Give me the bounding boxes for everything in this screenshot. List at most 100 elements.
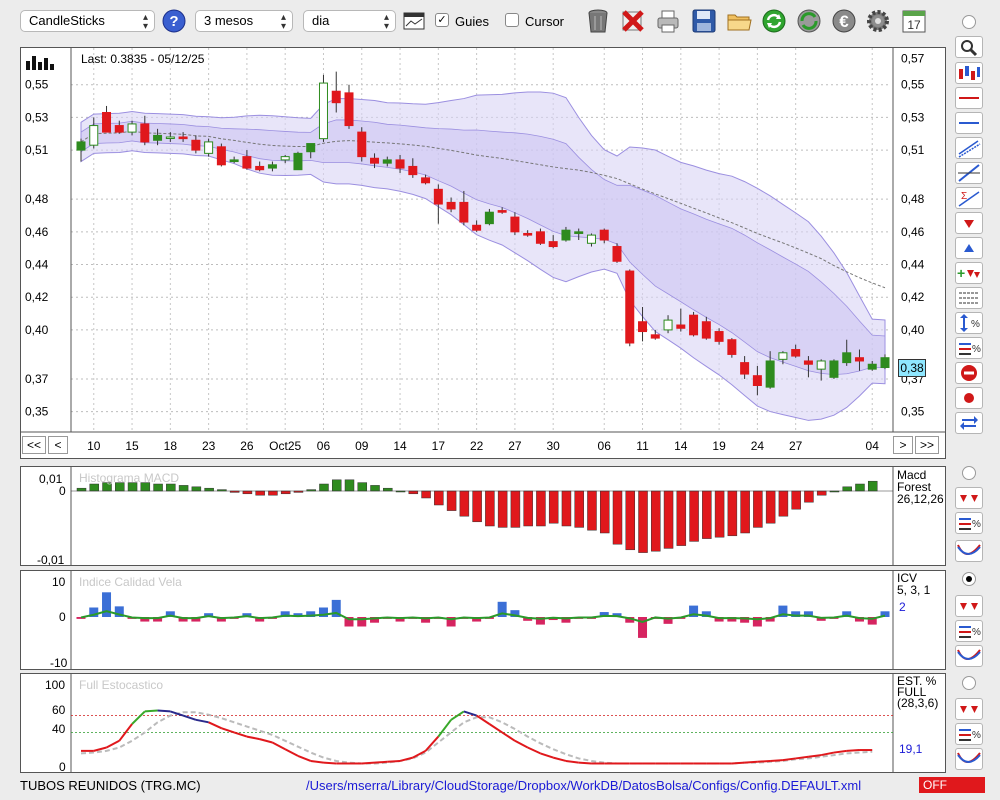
channel-icon[interactable]: [955, 137, 983, 159]
icv-bar: [497, 601, 507, 617]
cursor-checkbox[interactable]: [505, 13, 519, 27]
trash-icon[interactable]: [585, 8, 611, 34]
icv-bar: [880, 611, 890, 617]
macd-bar: [867, 480, 878, 492]
moving-average-line: [80, 130, 886, 289]
candles-style-icon[interactable]: [955, 62, 983, 84]
horizontal-red-line-icon[interactable]: [955, 87, 983, 109]
icv-bar: [153, 617, 163, 622]
icv-bar: [854, 617, 864, 622]
macd-move-icon[interactable]: [955, 487, 983, 509]
chart-window-icon[interactable]: [403, 12, 425, 30]
svg-text:+: +: [957, 265, 965, 281]
date-tick: 18: [164, 439, 178, 453]
grid-lines-icon[interactable]: [955, 287, 983, 309]
help-icon[interactable]: ?: [162, 9, 186, 33]
icv-label: ICV: [897, 571, 918, 585]
lines-percent-icon[interactable]: %: [955, 337, 983, 359]
svg-text:€: €: [839, 12, 849, 31]
date-tick: 27: [789, 439, 803, 453]
printer-icon[interactable]: [655, 8, 681, 34]
candle-body: [867, 363, 877, 370]
macd-bar: [268, 490, 278, 496]
nav-next-button[interactable]: >: [893, 436, 913, 454]
stochastic-chart[interactable]: [21, 674, 945, 772]
config-path-link[interactable]: /Users/mserra/Library/CloudStorage/Dropb…: [306, 778, 862, 793]
price-tick-left: 0,42: [25, 290, 49, 304]
cursor-label: Cursor: [525, 14, 565, 29]
period-select[interactable]: 3 mesos ▴ ▾: [195, 10, 293, 32]
nav-prev-button[interactable]: <: [48, 436, 68, 454]
guides-checkbox[interactable]: ✓: [435, 13, 449, 27]
period-value: 3 mesos: [204, 13, 254, 28]
interval-select[interactable]: dia ▴ ▾: [303, 10, 396, 32]
candle-body: [76, 141, 86, 151]
icv-chart[interactable]: [21, 571, 945, 669]
icv-curve-icon[interactable]: [955, 645, 983, 667]
candle-body: [574, 231, 584, 234]
fibonacci-icon[interactable]: Σ: [955, 187, 983, 209]
main-chart-panel: 0,55 0,53 0,51 0,48 0,46 0,44 0,42 0,40 0,37 0,35…: [20, 47, 946, 459]
refresh-icon[interactable]: [761, 8, 787, 34]
percent-scale-icon[interactable]: %: [955, 312, 983, 334]
candle-body: [191, 139, 201, 151]
icv-bar: [280, 611, 290, 617]
status-off-badge[interactable]: OFF: [919, 777, 985, 793]
macd-label: Macd: [897, 468, 927, 482]
stochastic-radio[interactable]: [962, 676, 976, 690]
save-icon[interactable]: [691, 8, 717, 34]
price-tick-left: 0,51: [25, 143, 49, 157]
euro-icon[interactable]: €: [831, 8, 857, 34]
macd-bar: [587, 490, 597, 531]
macd-radio[interactable]: [962, 466, 976, 480]
stoch-curve-icon[interactable]: [955, 748, 983, 770]
arrow-down-icon[interactable]: [955, 212, 983, 234]
stop-icon[interactable]: [955, 362, 983, 384]
price-chart[interactable]: 0,55 0,53 0,51 0,48 0,46 0,44 0,42 0,40 0,37 0,35…: [21, 48, 945, 458]
add-indicator-icon[interactable]: +: [955, 262, 983, 284]
macd-params-mode: Forest: [897, 480, 932, 494]
delete-chart-icon[interactable]: [620, 8, 646, 34]
trendline-icon[interactable]: [955, 162, 983, 184]
stoch-main-segment: [246, 735, 260, 741]
nav-last-button[interactable]: >>: [915, 436, 939, 454]
candle-body: [459, 201, 469, 223]
stoch-params: (28,3,6): [897, 696, 939, 710]
last-price-label: Last: 0.3835 - 05/12/25: [81, 52, 205, 66]
open-folder-icon[interactable]: [726, 8, 752, 34]
icv-bar: [344, 617, 354, 627]
record-icon[interactable]: [955, 387, 983, 409]
stochastic-panel: Full Estocastico 100 60 40 0 EST. % FULL…: [20, 673, 946, 774]
chart-type-select[interactable]: CandleSticks ▴ ▾: [20, 10, 155, 32]
macd-bar: [357, 482, 368, 492]
macd-bar: [421, 490, 431, 499]
date-tick: 23: [202, 439, 216, 453]
candle-body: [816, 360, 826, 370]
icv-bar: [765, 617, 775, 622]
calendar-icon[interactable]: 17: [902, 8, 928, 34]
price-tick-right: 0,35: [901, 405, 925, 419]
icv-lines-percent-icon[interactable]: %: [955, 620, 983, 642]
candle-body: [523, 232, 533, 236]
gear-icon[interactable]: [865, 8, 891, 34]
stoch-lines-percent-icon[interactable]: %: [955, 723, 983, 745]
swap-arrows-icon[interactable]: [955, 412, 983, 434]
macd-histogram[interactable]: [21, 467, 945, 565]
icv-bar: [357, 617, 367, 627]
macd-lines-percent-icon[interactable]: %: [955, 512, 983, 534]
icv-radio[interactable]: [962, 572, 976, 586]
macd-curve-icon[interactable]: [955, 540, 983, 562]
zoom-icon[interactable]: [955, 36, 983, 58]
macd-bar: [765, 490, 776, 524]
macd-bar: [663, 490, 674, 549]
sync-icon[interactable]: [796, 8, 822, 34]
icv-bar: [561, 617, 571, 623]
horizontal-blue-line-icon[interactable]: [955, 112, 983, 134]
icv-move-icon[interactable]: [955, 595, 983, 617]
main-chart-radio[interactable]: [962, 15, 976, 29]
arrow-up-icon[interactable]: [955, 237, 983, 259]
stoch-move-icon[interactable]: [955, 698, 983, 720]
nav-first-button[interactable]: <<: [22, 436, 46, 454]
stoch-main-segment: [361, 761, 375, 765]
icv-bar: [114, 606, 124, 617]
